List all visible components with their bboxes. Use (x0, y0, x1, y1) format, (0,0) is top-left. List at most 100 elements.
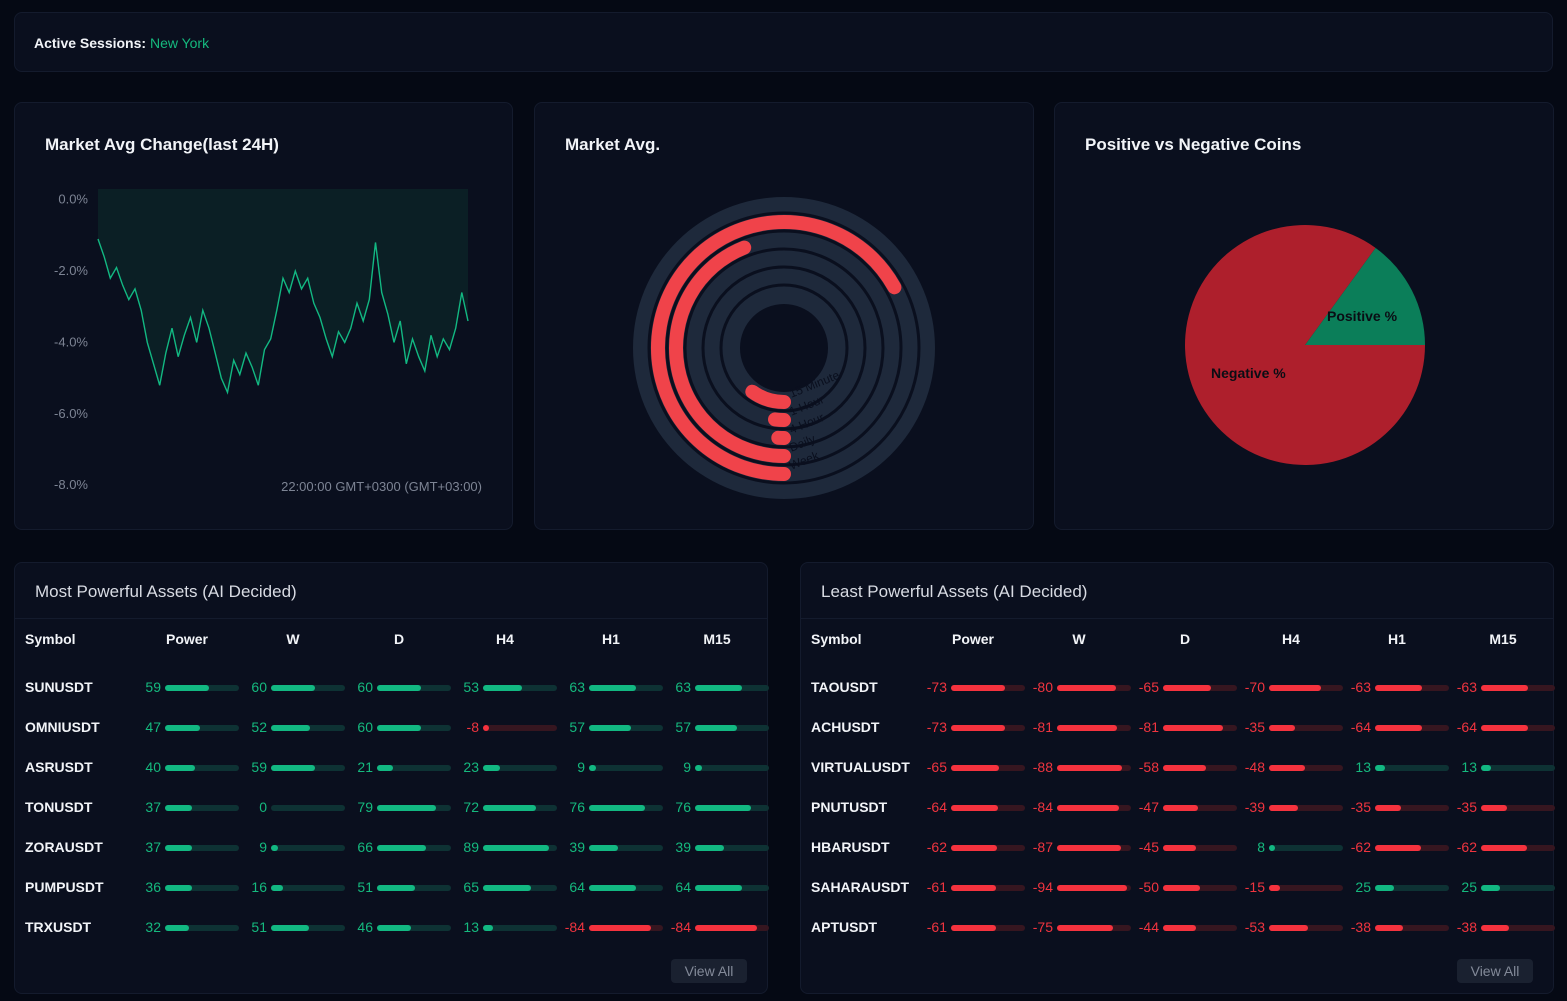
table-row[interactable]: TRXUSDT 32 51 46 13 -84 -84 (15, 911, 769, 951)
view-all-most-button[interactable]: View All (671, 959, 747, 983)
symbol-cell[interactable]: OMNIUSDT (25, 719, 100, 735)
table-row[interactable]: ZORAUSDT 37 9 66 89 39 39 (15, 831, 769, 871)
power-bar-fill (1481, 925, 1510, 931)
table-row[interactable]: TONUSDT 37 0 79 72 76 76 (15, 791, 769, 831)
power-value: 13 (463, 919, 479, 935)
symbol-cell[interactable]: ACHUSDT (811, 719, 880, 735)
power-value: 9 (683, 759, 691, 775)
power-value: -81 (1138, 719, 1159, 735)
table-row[interactable]: VIRTUALUSDT -65 -88 -58 -48 13 13 (801, 751, 1555, 791)
radial-arc-week (651, 215, 902, 481)
power-value: 64 (569, 879, 585, 895)
symbol-cell[interactable]: SAHARAUSDT (811, 879, 909, 895)
power-value: -63 (1456, 679, 1477, 695)
power-bar-fill (695, 765, 702, 771)
table-row[interactable]: ACHUSDT -73 -81 -81 -35 -64 -64 (801, 711, 1555, 751)
power-cell-d: 79 (345, 799, 451, 817)
power-value: 64 (675, 879, 691, 895)
power-bar-fill (165, 925, 189, 931)
power-bar-track (695, 845, 769, 851)
table-row[interactable]: SAHARAUSDT -61 -94 -50 -15 25 25 (801, 871, 1555, 911)
column-header-m15[interactable]: M15 (1489, 631, 1517, 647)
power-cell-h1: 64 (557, 879, 663, 897)
power-value: -47 (1138, 799, 1159, 815)
power-bar-track (1375, 925, 1449, 931)
table-row[interactable]: APTUSDT -61 -75 -44 -53 -38 -38 (801, 911, 1555, 951)
symbol-cell[interactable]: PUMPUSDT (25, 879, 104, 895)
power-cell-power: 37 (133, 799, 239, 817)
power-value: 0 (259, 799, 267, 815)
power-value: -64 (926, 799, 947, 815)
column-header-m15[interactable]: M15 (703, 631, 731, 647)
power-bar-track (1057, 685, 1131, 691)
power-cell-power: 32 (133, 919, 239, 937)
positive-negative-pie-chart[interactable]: Positive % Negative % (1055, 103, 1555, 531)
symbol-cell[interactable]: TRXUSDT (25, 919, 92, 935)
power-bar-track (951, 725, 1025, 731)
power-value: 59 (145, 679, 161, 695)
power-bar-fill (483, 845, 549, 851)
y-tick-label: -4.0% (54, 334, 88, 349)
column-header-w[interactable]: W (1072, 631, 1086, 647)
power-cell-m15: -62 (1449, 839, 1555, 857)
power-value: -38 (1350, 919, 1371, 935)
column-header-h1[interactable]: H1 (1388, 631, 1406, 647)
view-all-least-button[interactable]: View All (1457, 959, 1533, 983)
column-header-symbol[interactable]: Symbol (25, 631, 76, 647)
column-header-h4[interactable]: H4 (1282, 631, 1300, 647)
table-row[interactable]: PUMPUSDT 36 16 51 65 64 64 (15, 871, 769, 911)
power-bar-fill (1163, 685, 1212, 691)
column-header-symbol[interactable]: Symbol (811, 631, 862, 647)
symbol-cell[interactable]: SUNUSDT (25, 679, 93, 695)
column-header-power[interactable]: Power (165, 631, 208, 647)
power-value: -62 (1456, 839, 1477, 855)
column-header-d[interactable]: D (1179, 631, 1191, 647)
power-value: -64 (1456, 719, 1477, 735)
power-value: -50 (1138, 879, 1159, 895)
radial-ring-divider (683, 247, 885, 449)
power-bar-track (695, 725, 769, 731)
power-value: 63 (675, 679, 691, 695)
power-bar-track (271, 845, 345, 851)
radial-arc-1-hour (768, 412, 791, 427)
table-row[interactable]: OMNIUSDT 47 52 60 -8 57 57 (15, 711, 769, 751)
symbol-cell[interactable]: VIRTUALUSDT (811, 759, 910, 775)
power-cell-d: 46 (345, 919, 451, 937)
power-bar-track (377, 845, 451, 851)
power-bar-fill (951, 805, 999, 811)
power-cell-power: -61 (919, 919, 1025, 937)
symbol-cell[interactable]: TAOUSDT (811, 679, 878, 695)
column-header-d[interactable]: D (393, 631, 405, 647)
symbol-cell[interactable]: ASRUSDT (25, 759, 93, 775)
column-header-w[interactable]: W (286, 631, 300, 647)
column-header-power[interactable]: Power (951, 631, 994, 647)
power-bar-track (1269, 885, 1343, 891)
table-row[interactable]: HBARUSDT -62 -87 -45 8 -62 -62 (801, 831, 1555, 871)
power-value: 37 (145, 839, 161, 855)
column-header-h4[interactable]: H4 (496, 631, 514, 647)
table-row[interactable]: TAOUSDT -73 -80 -65 -70 -63 -63 (801, 671, 1555, 711)
power-bar-fill (271, 845, 278, 851)
power-value: -84 (1032, 799, 1053, 815)
power-bar-track (1057, 725, 1131, 731)
power-bar-fill (951, 725, 1005, 731)
radial-ring-divider (719, 283, 849, 413)
table-row[interactable]: SUNUSDT 59 60 60 53 63 63 (15, 671, 769, 711)
power-bar-track (1163, 725, 1237, 731)
table-row[interactable]: ASRUSDT 40 59 21 23 9 9 (15, 751, 769, 791)
power-bar-track (377, 805, 451, 811)
table-row[interactable]: PNUTUSDT -64 -84 -47 -39 -35 -35 (801, 791, 1555, 831)
power-cell-h1: -62 (1343, 839, 1449, 857)
market-avg-change-chart[interactable]: 0.0% -2.0% -4.0% -6.0% -8.0% 22:00:00 GMT+030… (15, 103, 514, 531)
column-header-h1[interactable]: H1 (602, 631, 620, 647)
symbol-cell[interactable]: PNUTUSDT (811, 799, 888, 815)
symbol-cell[interactable]: TONUSDT (25, 799, 93, 815)
power-bar-track (695, 685, 769, 691)
symbol-cell[interactable]: ZORAUSDT (25, 839, 103, 855)
power-bar-fill (695, 925, 758, 931)
power-value: 66 (357, 839, 373, 855)
symbol-cell[interactable]: HBARUSDT (811, 839, 890, 855)
symbol-cell[interactable]: APTUSDT (811, 919, 878, 935)
most-powerful-assets-card: Most Powerful Assets (AI Decided) Symbol… (14, 562, 769, 994)
